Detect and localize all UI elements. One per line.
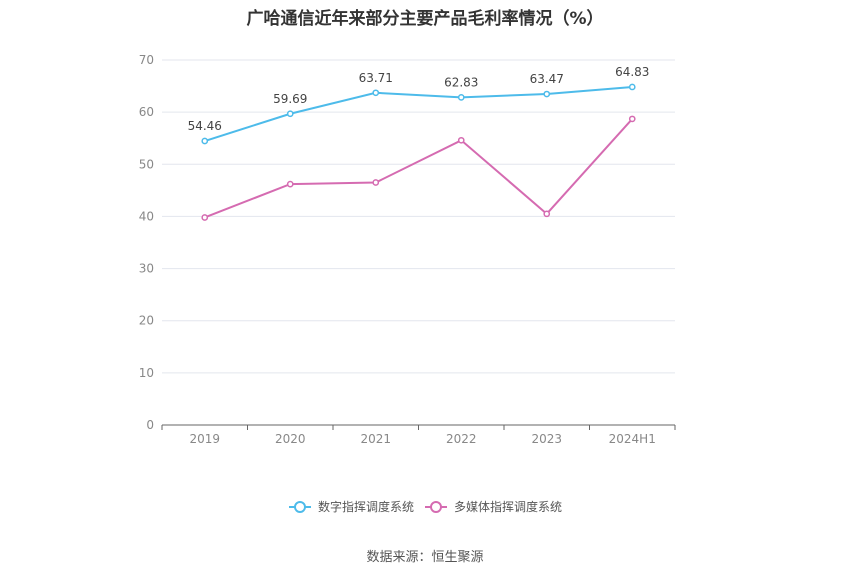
y-tick-label: 50 xyxy=(139,157,154,171)
series-line-1 xyxy=(204,118,633,219)
data-label: 64.83 xyxy=(615,65,649,79)
data-point xyxy=(372,179,380,186)
y-tick-label: 60 xyxy=(139,105,154,119)
legend-marker xyxy=(294,501,306,513)
x-tick-label: 2021 xyxy=(360,432,391,446)
x-tick-label: 2024H1 xyxy=(609,432,656,446)
data-point xyxy=(457,94,465,101)
y-tick-label: 0 xyxy=(146,418,154,432)
x-tick-label: 2019 xyxy=(189,432,220,446)
x-tick-label: 2023 xyxy=(531,432,562,446)
x-tick-label: 2020 xyxy=(275,432,306,446)
y-tick-label: 40 xyxy=(139,209,154,223)
y-tick-label: 10 xyxy=(139,366,154,380)
data-point xyxy=(372,89,380,97)
data-label: 54.46 xyxy=(188,119,222,133)
x-tick-label: 2022 xyxy=(446,432,477,446)
data-point xyxy=(457,136,465,144)
data-point xyxy=(543,90,551,98)
data-point xyxy=(543,210,551,218)
legend-item: 数字指挥调度系统 xyxy=(289,499,414,514)
chart-title: 广哈通信近年来部分主要产品毛利率情况（%） xyxy=(246,9,604,29)
legend-item: 多媒体指挥调度系统 xyxy=(425,499,562,514)
data-label: 63.71 xyxy=(359,71,393,85)
legend-label: 数字指挥调度系统 xyxy=(318,499,414,514)
legend-marker xyxy=(430,501,442,513)
data-point xyxy=(628,83,636,91)
data-source: 数据来源：恒生聚源 xyxy=(366,550,484,565)
y-tick-label: 20 xyxy=(139,314,154,328)
data-point xyxy=(286,180,294,188)
data-point xyxy=(628,115,636,123)
y-tick-label: 30 xyxy=(139,262,154,276)
series-line-0 xyxy=(204,85,633,142)
data-point xyxy=(286,110,294,118)
legend-label: 多媒体指挥调度系统 xyxy=(454,499,562,514)
data-label: 63.47 xyxy=(530,72,564,86)
data-point xyxy=(201,214,209,221)
data-point xyxy=(201,137,209,145)
y-tick-label: 70 xyxy=(139,53,154,67)
data-label: 62.83 xyxy=(444,75,478,89)
data-label: 59.69 xyxy=(273,92,307,106)
